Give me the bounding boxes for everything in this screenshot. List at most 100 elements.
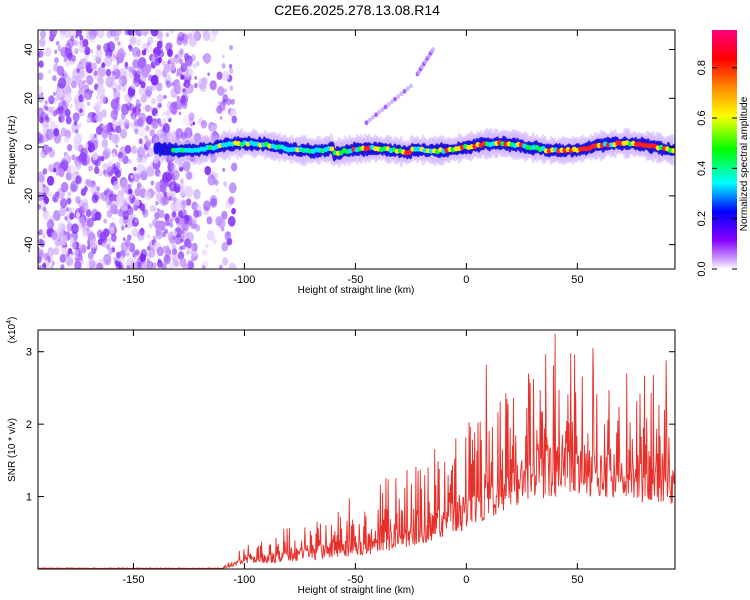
noise-speckle <box>94 211 102 221</box>
noise-speckle <box>181 207 185 212</box>
noise-speckle <box>182 214 190 225</box>
noise-speckle <box>147 38 151 43</box>
noise-speckle <box>201 248 207 256</box>
noise-speckle <box>121 183 129 194</box>
noise-speckle <box>87 142 96 153</box>
noise-speckle <box>212 30 219 36</box>
spectrogram-ylabel: Frequency (Hz) <box>7 116 18 185</box>
noise-speckle <box>50 30 59 36</box>
noise-speckle <box>180 74 185 80</box>
noise-speckle <box>134 187 141 197</box>
noise-speckle <box>57 101 63 108</box>
noise-speckle <box>189 122 193 127</box>
noise-speckle <box>221 54 225 59</box>
snr-xtick-label: -50 <box>347 574 363 586</box>
noise-speckle <box>219 116 223 120</box>
noise-speckle <box>108 193 115 202</box>
noise-speckle <box>117 208 124 217</box>
noise-speckle <box>139 30 146 35</box>
noise-speckle <box>86 101 91 106</box>
noise-speckle <box>89 183 98 195</box>
noise-speckle <box>52 75 57 82</box>
noise-speckle <box>158 209 165 219</box>
noise-speckle <box>182 71 186 76</box>
noise-speckle <box>70 240 77 250</box>
noise-speckle <box>79 256 84 262</box>
noise-speckle <box>80 60 86 68</box>
noise-speckle <box>221 63 226 69</box>
noise-speckle <box>91 247 97 255</box>
noise-speckle <box>110 74 116 82</box>
noise-speckle <box>120 112 124 118</box>
noise-speckle <box>45 261 50 268</box>
noise-speckle <box>176 72 179 77</box>
noise-speckle <box>210 198 218 208</box>
snr-ticks: -150 -100 -50 0 50 1 2 3 <box>26 330 675 586</box>
noise-speckle <box>80 201 89 213</box>
noise-speckle <box>228 262 237 269</box>
noise-speckle <box>64 153 69 159</box>
noise-speckle <box>64 108 71 118</box>
noise-speckle <box>145 42 153 53</box>
colorbar-tick-label: 0.6 <box>696 110 708 125</box>
noise-speckle <box>229 68 234 74</box>
noise-speckle <box>130 145 138 155</box>
noise-speckle <box>108 170 114 178</box>
noise-speckle <box>135 249 140 256</box>
noise-speckle <box>186 241 192 249</box>
noise-speckle <box>136 163 145 175</box>
noise-speckle <box>138 138 143 145</box>
spectrogram-ytick-label: -20 <box>23 188 35 204</box>
noise-speckle <box>138 56 147 69</box>
noise-speckle <box>109 226 115 235</box>
noise-speckle <box>180 132 187 140</box>
noise-speckle <box>136 172 141 180</box>
weak-line-dot <box>396 94 401 99</box>
noise-speckle <box>171 258 177 266</box>
noise-speckle <box>182 102 188 110</box>
noise-speckle <box>57 228 64 237</box>
spectrogram-panel: -150 -100 -50 0 50 40 20 0 -20 -40 Height of stra… <box>7 29 676 296</box>
noise-speckle <box>86 179 93 187</box>
noise-speckle <box>128 45 134 52</box>
noise-speckle <box>79 151 87 163</box>
noise-speckle <box>137 262 142 268</box>
noise-speckle <box>74 133 83 145</box>
noise-speckle <box>176 95 180 101</box>
noise-speckle <box>64 216 68 221</box>
noise-speckle <box>38 171 45 183</box>
noise-speckle <box>53 180 57 184</box>
noise-speckle <box>103 189 109 196</box>
noise-speckle <box>164 248 171 257</box>
noise-speckle <box>150 74 159 86</box>
noise-speckle <box>88 258 95 267</box>
noise-speckle <box>200 120 208 129</box>
noise-speckle <box>102 169 107 175</box>
noise-speckle <box>53 133 62 144</box>
noise-speckle <box>152 48 156 53</box>
noise-speckle <box>146 234 151 239</box>
noise-speckle <box>120 179 129 192</box>
noise-speckle <box>184 54 189 61</box>
noise-speckle <box>59 234 68 246</box>
noise-speckle <box>178 111 182 116</box>
spectrogram-xtick-label: -150 <box>122 274 144 286</box>
noise-speckle <box>165 172 173 182</box>
noise-speckle <box>64 93 72 104</box>
noise-speckle <box>53 128 60 137</box>
noise-speckle <box>94 166 100 175</box>
noise-speckle <box>168 235 176 245</box>
noise-speckle <box>207 31 217 43</box>
noise-speckle <box>181 33 189 43</box>
noise-speckle <box>59 30 67 36</box>
noise-speckle <box>51 261 55 266</box>
noise-speckle <box>180 199 187 209</box>
noise-speckle <box>192 158 196 163</box>
noise-speckle <box>204 165 212 176</box>
snr-panel: -150 -100 -50 0 50 1 2 3 Height of straight lin… <box>6 317 676 596</box>
noise-speckle <box>42 210 50 220</box>
colorbar: 0.0 0.2 0.4 0.6 0.8 Normalized spectral ampl… <box>696 30 750 277</box>
noise-speckle <box>87 140 91 145</box>
weak-line-dot <box>370 115 375 120</box>
noise-speckle <box>158 103 162 108</box>
